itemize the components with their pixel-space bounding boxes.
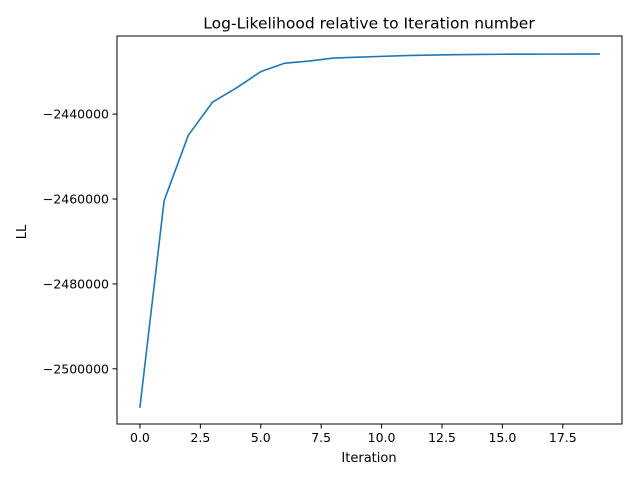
y-axis-label: LL [15,224,30,239]
x-tick-label: 0.0 [130,430,150,445]
y-tick-label: −2500000 [43,361,109,376]
y-axis-ticks: −2500000 −2480000 −2460000 −2440000 [43,107,117,376]
x-tick-label: 5.0 [251,430,271,445]
x-tick-label: 17.5 [549,430,577,445]
y-tick-label: −2440000 [43,107,109,122]
x-tick-label: 15.0 [488,430,516,445]
x-tick-label: 10.0 [368,430,396,445]
y-tick-label: −2480000 [43,276,109,291]
plot-area [116,35,623,425]
x-axis-ticks: 0.0 2.5 5.0 7.5 10.0 12.5 15.0 17.5 [130,424,577,445]
x-tick-label: 2.5 [190,430,210,445]
series-line-0 [139,53,600,408]
chart-title: Log-Likelihood relative to Iteration num… [203,15,535,33]
plot-frame [116,35,623,425]
x-axis-label: Iteration [341,451,396,466]
x-tick-label: 12.5 [428,430,456,445]
y-tick-label: −2460000 [43,192,109,207]
x-tick-label: 7.5 [311,430,331,445]
